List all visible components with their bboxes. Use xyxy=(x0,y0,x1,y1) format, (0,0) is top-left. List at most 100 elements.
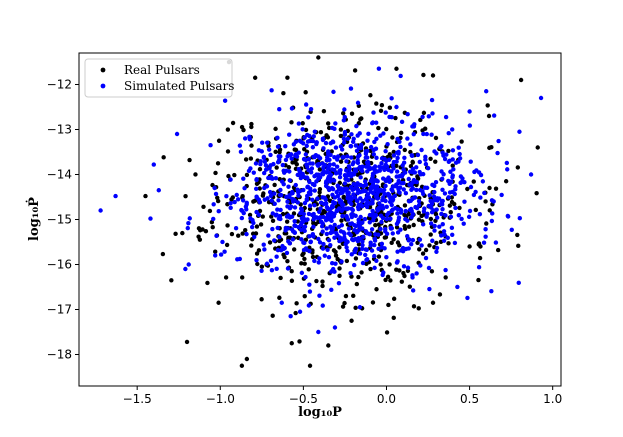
real-pulsar-point xyxy=(207,208,213,214)
simulated-pulsar-point xyxy=(256,212,262,218)
simulated-pulsar-point xyxy=(357,251,363,256)
simulated-pulsar-point xyxy=(357,305,363,310)
simulated-pulsar-point xyxy=(408,169,413,174)
simulated-pulsar-point xyxy=(329,218,334,224)
simulated-pulsar-point xyxy=(292,205,298,210)
real-pulsar-point xyxy=(225,127,231,132)
simulated-pulsar-point xyxy=(493,240,499,245)
real-pulsar-point xyxy=(216,300,221,305)
y-tick-label: −15 xyxy=(47,213,72,227)
simulated-pulsar-point xyxy=(254,195,260,200)
simulated-pulsar-point xyxy=(348,86,354,91)
simulated-pulsar-point xyxy=(441,229,447,234)
simulated-pulsar-point xyxy=(285,199,290,204)
real-pulsar-point xyxy=(243,227,248,233)
real-pulsar-point xyxy=(391,315,396,321)
simulated-pulsar-point xyxy=(505,214,511,219)
simulated-pulsar-point xyxy=(468,159,473,164)
simulated-pulsar-point xyxy=(379,241,385,247)
real-pulsar-point xyxy=(495,247,501,253)
simulated-pulsar-point xyxy=(324,231,330,237)
simulated-pulsar-point xyxy=(254,177,259,183)
simulated-pulsar-point xyxy=(370,208,375,214)
simulated-pulsar-point xyxy=(414,165,419,170)
simulated-pulsar-point xyxy=(371,147,376,153)
simulated-pulsar-point xyxy=(405,233,410,239)
real-pulsar-point xyxy=(247,212,253,218)
simulated-pulsar-point xyxy=(259,268,264,274)
simulated-pulsar-point xyxy=(476,170,482,175)
simulated-pulsar-point xyxy=(376,66,382,71)
simulated-pulsar-point xyxy=(330,125,335,131)
simulated-pulsar-point xyxy=(333,121,338,126)
real-pulsar-point xyxy=(187,157,192,163)
simulated-pulsar-point xyxy=(356,235,361,241)
real-pulsar-point xyxy=(249,143,254,148)
real-pulsar-point xyxy=(534,190,539,196)
simulated-pulsar-point xyxy=(353,143,359,148)
real-pulsar-point xyxy=(333,253,339,258)
real-pulsar-point xyxy=(368,266,373,272)
simulated-pulsar-point xyxy=(335,183,341,188)
simulated-pulsar-point xyxy=(285,266,291,271)
simulated-pulsar-point xyxy=(332,325,338,330)
real-pulsar-point xyxy=(516,243,521,249)
simulated-pulsar-point xyxy=(419,243,424,248)
real-pulsar-point xyxy=(196,234,201,239)
simulated-pulsar-point xyxy=(323,218,329,223)
simulated-pulsar-point xyxy=(235,197,241,202)
simulated-pulsar-point xyxy=(430,238,435,243)
simulated-pulsar-point xyxy=(409,241,414,247)
simulated-pulsar-point xyxy=(344,168,349,173)
real-pulsar-point xyxy=(417,247,422,252)
real-pulsar-point xyxy=(239,363,245,368)
simulated-pulsar-point xyxy=(414,271,419,276)
simulated-pulsar-point xyxy=(453,205,458,211)
simulated-pulsar-point xyxy=(396,178,401,184)
simulated-pulsar-point xyxy=(278,216,283,222)
simulated-pulsar-point xyxy=(399,181,404,186)
simulated-pulsar-point xyxy=(461,221,466,226)
simulated-pulsar-point xyxy=(274,254,279,259)
simulated-pulsar-point xyxy=(232,199,237,205)
simulated-pulsar-point xyxy=(316,236,321,242)
simulated-pulsar-point xyxy=(371,110,376,115)
simulated-pulsar-point xyxy=(462,199,467,204)
real-pulsar-point xyxy=(210,225,215,230)
simulated-pulsar-point xyxy=(278,187,283,193)
simulated-pulsar-point xyxy=(383,183,388,189)
simulated-pulsar-point xyxy=(320,171,325,176)
real-pulsar-point xyxy=(406,224,412,229)
simulated-pulsar-point xyxy=(347,199,352,204)
simulated-pulsar-point xyxy=(538,95,544,101)
real-pulsar-point xyxy=(232,172,237,178)
simulated-pulsar-point xyxy=(405,136,410,141)
simulated-pulsar-point xyxy=(305,193,310,199)
simulated-pulsar-point xyxy=(363,155,369,160)
simulated-pulsar-point xyxy=(286,184,291,189)
simulated-pulsar-point xyxy=(317,293,322,298)
real-pulsar-point xyxy=(402,147,407,153)
simulated-pulsar-point xyxy=(369,248,375,253)
real-pulsar-point xyxy=(273,126,278,132)
real-pulsar-point xyxy=(300,252,305,258)
x-tick-label: 1.0 xyxy=(543,392,562,406)
real-pulsar-point xyxy=(383,235,389,240)
simulated-pulsar-point xyxy=(368,178,374,184)
real-pulsar-point xyxy=(183,193,188,199)
real-pulsar-point xyxy=(316,55,321,60)
simulated-pulsar-point xyxy=(345,154,350,159)
simulated-pulsar-point xyxy=(211,216,216,222)
simulated-pulsar-point xyxy=(262,159,268,164)
y-tick-label: −12 xyxy=(47,78,72,92)
simulated-pulsar-point xyxy=(272,238,277,243)
simulated-pulsar-point xyxy=(344,159,349,164)
simulated-pulsar-point xyxy=(351,136,356,141)
simulated-pulsar-point xyxy=(320,229,325,234)
simulated-pulsar-point xyxy=(382,191,387,197)
real-pulsar-point xyxy=(160,251,166,257)
simulated-pulsar-point xyxy=(295,200,300,205)
real-pulsar-point xyxy=(535,145,540,150)
simulated-pulsar-point xyxy=(397,185,403,190)
simulated-pulsar-point xyxy=(296,121,302,126)
